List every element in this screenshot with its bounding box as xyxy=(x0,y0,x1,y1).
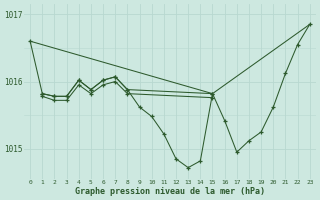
X-axis label: Graphe pression niveau de la mer (hPa): Graphe pression niveau de la mer (hPa) xyxy=(75,187,265,196)
